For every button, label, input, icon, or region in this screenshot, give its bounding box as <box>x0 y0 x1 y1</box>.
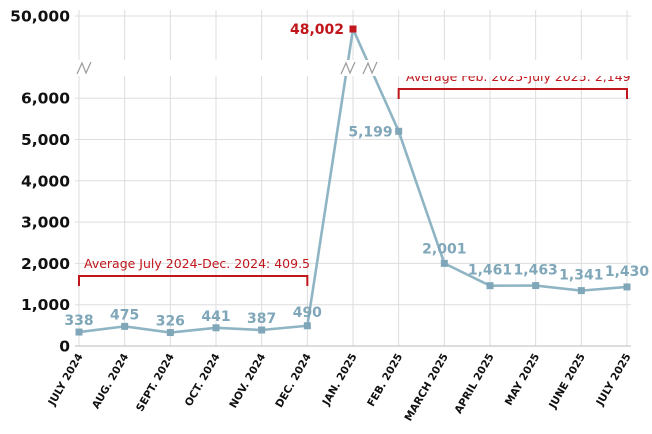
x-axis: JULY 2024 AUG. 2024 SEPT. 2024 OCT. 2024 NOV… <box>46 352 634 424</box>
average-annotations: Average July 2024-Dec. 2024: 409.5Averag… <box>78 69 631 286</box>
y-tick-label: 50,000 <box>10 8 70 26</box>
data-label: 1,463 <box>514 263 558 279</box>
series <box>75 25 631 337</box>
data-point-marker <box>486 282 494 290</box>
data-label: 1,430 <box>605 264 650 280</box>
data-point-marker <box>532 282 540 290</box>
y-tick-label: 4,000 <box>21 172 70 190</box>
x-tick-label: JULY 2024 <box>46 352 86 409</box>
average-bracket <box>397 88 628 99</box>
data-point-marker <box>166 329 174 337</box>
x-tick-label: JAN. 2025 <box>320 352 360 409</box>
average-bracket <box>78 275 309 286</box>
data-label: 1,341 <box>559 268 603 284</box>
data-label: 475 <box>110 307 139 323</box>
axis-break-mark <box>340 61 356 75</box>
data-point-marker <box>303 322 311 330</box>
y-tick-label: 2,000 <box>21 255 70 273</box>
data-point-marker <box>75 328 83 336</box>
data-point-marker <box>577 287 585 295</box>
axis-break-marks <box>0 60 652 76</box>
data-point-marker <box>258 326 266 334</box>
x-tick-label: FEB. 2025 <box>365 352 405 409</box>
data-point-marker <box>121 322 129 330</box>
x-tick-label: APRIL 2025 <box>453 352 497 416</box>
x-tick-label: JULY 2025 <box>594 352 634 409</box>
data-label: 5,199 <box>348 124 392 140</box>
x-tick-label: MARCH 2025 <box>403 352 451 424</box>
data-label: 2,001 <box>422 241 466 257</box>
data-label: 441 <box>201 309 230 325</box>
y-tick-label: 6,000 <box>21 90 70 108</box>
y-tick-label: 3,000 <box>21 214 70 232</box>
axis-break-mark <box>362 61 378 75</box>
x-tick-label: JUNE 2025 <box>546 352 588 412</box>
x-tick-label: MAY 2025 <box>503 352 542 408</box>
x-tick-label: SEPT. 2024 <box>134 352 177 414</box>
y-tick-label: 1,000 <box>21 296 70 314</box>
axis-break-gap <box>0 60 652 76</box>
data-point-marker <box>440 259 448 267</box>
highlight-point-marker <box>349 25 357 33</box>
data-label: 387 <box>247 311 276 327</box>
data-label: 338 <box>64 313 93 329</box>
data-label: 326 <box>156 314 185 330</box>
data-label: 1,461 <box>468 263 512 279</box>
data-point-marker <box>395 127 403 135</box>
y-axis: 0 1,000 2,000 3,000 4,000 5,000 6,000 50,000 <box>10 8 70 356</box>
average-annotation-label: Average July 2024-Dec. 2024: 409.5 <box>84 256 310 271</box>
highlight-data-label: 48,002 <box>290 22 344 38</box>
x-tick-label: DEC. 2024 <box>273 352 314 410</box>
x-tick-label: AUG. 2024 <box>90 352 131 412</box>
data-label: 490 <box>293 305 322 321</box>
axis-break-mark <box>76 61 92 75</box>
data-point-marker <box>623 283 631 291</box>
x-tick-label: NOV. 2024 <box>227 352 268 411</box>
y-tick-label: 0 <box>59 338 70 356</box>
y-tick-label: 5,000 <box>21 131 70 149</box>
x-tick-label: OCT. 2024 <box>183 352 223 409</box>
data-point-marker <box>212 324 220 332</box>
